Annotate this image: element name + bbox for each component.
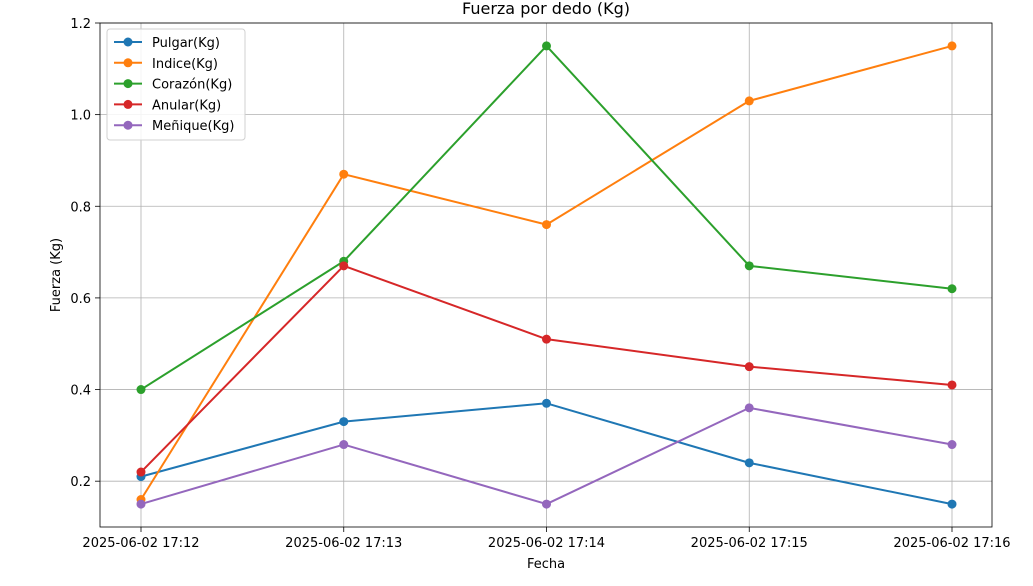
- data-point: [542, 41, 551, 51]
- legend-label: Anular(Kg): [152, 98, 221, 113]
- data-point: [947, 380, 957, 390]
- data-point: [744, 403, 754, 413]
- data-point: [136, 499, 146, 509]
- series-layer: [136, 41, 957, 509]
- data-point: [947, 440, 957, 450]
- data-point: [744, 362, 754, 372]
- legend: Pulgar(Kg) Indice(Kg) Corazón(Kg) Anular(Kg…: [106, 28, 246, 141]
- legend-marker: [123, 120, 133, 130]
- x-tick-label: 2025-06-02 17:13: [285, 536, 402, 551]
- data-point: [542, 334, 551, 344]
- y-tick-label: 0.2: [70, 475, 91, 490]
- data-point: [542, 499, 551, 509]
- data-point: [339, 261, 349, 271]
- chart-title: Fuerza por dedo (Kg): [462, 0, 630, 18]
- y-tick-label: 1.0: [70, 109, 91, 124]
- x-tick-label: 2025-06-02 17:16: [893, 536, 1010, 551]
- series-3: [136, 261, 957, 477]
- data-point: [744, 261, 754, 271]
- legend-marker: [123, 79, 133, 89]
- legend-box: [106, 28, 246, 141]
- data-point: [339, 440, 349, 450]
- legend-item: Anular(Kg): [114, 98, 221, 113]
- legend-item: Pulgar(Kg): [114, 36, 220, 51]
- series-2: [136, 41, 957, 395]
- data-point: [947, 41, 957, 51]
- data-point: [947, 499, 957, 509]
- legend-item: Corazón(Kg): [114, 78, 232, 93]
- legend-marker: [123, 99, 133, 109]
- data-point: [339, 169, 349, 179]
- data-point: [947, 284, 957, 294]
- y-tick-label: 0.8: [70, 200, 91, 215]
- data-point: [542, 398, 551, 408]
- y-tick-label: 1.2: [70, 17, 91, 32]
- legend-label: Pulgar(Kg): [152, 36, 220, 51]
- x-tick-label: 2025-06-02 17:15: [691, 536, 808, 551]
- series-1: [136, 41, 957, 505]
- legend-label: Meñique(Kg): [152, 119, 234, 134]
- legend-label: Corazón(Kg): [152, 78, 232, 93]
- x-tick-label: 2025-06-02 17:12: [82, 536, 199, 551]
- legend-item: Meñique(Kg): [114, 119, 234, 134]
- legend-marker: [123, 37, 133, 47]
- y-axis-label: Fuerza (Kg): [49, 238, 64, 312]
- data-point: [744, 458, 754, 468]
- data-point: [136, 467, 146, 477]
- legend-item: Indice(Kg): [114, 57, 218, 72]
- data-point: [542, 220, 551, 230]
- y-tick-label: 0.4: [70, 384, 91, 399]
- legend-label: Indice(Kg): [152, 57, 218, 72]
- data-point: [744, 96, 754, 106]
- legend-marker: [123, 58, 133, 68]
- series-4: [136, 403, 957, 509]
- data-point: [136, 385, 146, 395]
- x-axis-label: Fecha: [527, 557, 565, 572]
- x-tick-label: 2025-06-02 17:14: [488, 536, 605, 551]
- y-tick-label: 0.6: [70, 292, 91, 307]
- plot-frame: [99, 22, 993, 528]
- data-point: [339, 417, 349, 427]
- tick-labels: 2025-06-02 17:12 2025-06-02 17:13 2025-06-…: [70, 17, 1010, 551]
- axes: [99, 22, 993, 528]
